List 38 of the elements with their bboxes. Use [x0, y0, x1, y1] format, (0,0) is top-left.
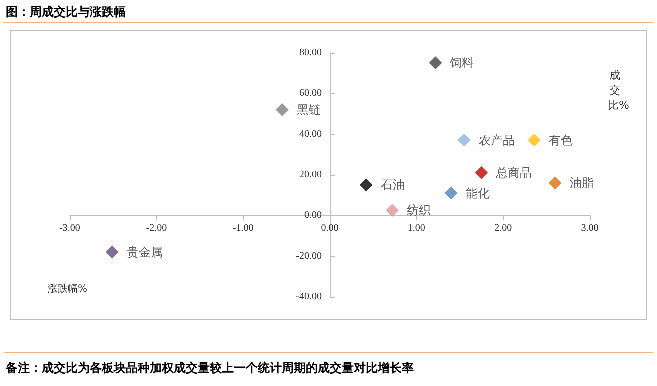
point [106, 246, 119, 259]
series-label: 能化 [466, 186, 490, 200]
point [276, 103, 289, 116]
y-tick-label: -20.00 [296, 250, 322, 262]
point [386, 204, 399, 218]
point [475, 166, 488, 180]
point [360, 178, 373, 192]
x-tick-label: 2.00 [494, 223, 512, 234]
x-tick-label: 3.00 [581, 223, 599, 234]
point [458, 134, 471, 147]
series-label: 石油 [380, 178, 405, 192]
series-label: 有色 [549, 133, 574, 148]
series-label: 黑链 [296, 102, 321, 117]
y-tick-label: 20.00 [300, 170, 322, 180]
point [444, 186, 458, 200]
point [429, 56, 442, 70]
x-tick-label: -1.00 [232, 223, 254, 234]
point [528, 134, 542, 147]
series-label: 贵金属 [126, 245, 163, 260]
x-tick-label: -2.00 [146, 223, 168, 234]
series-label: 油脂 [570, 176, 594, 190]
y-tick-label: 80.00 [300, 48, 322, 58]
text: 备注：成交比为各板块品种加权成交量较上一个统计周期的成交量对比增长率 [6, 360, 414, 377]
series-label: 总商品 [495, 166, 532, 180]
y-axis-title: 成交比% [608, 68, 630, 113]
x-tick-label: 0.00 [321, 223, 339, 234]
y-tick-label: -40.00 [296, 292, 322, 302]
x-axis-title: 涨跌幅% [48, 282, 88, 296]
point [548, 176, 562, 190]
series-label: 饲料 [449, 56, 474, 70]
chart-title: 图：周成交比与涨跌幅 [6, 4, 126, 21]
y-tick-label: 40.00 [300, 128, 322, 140]
x-tick-label: 1.00 [408, 223, 426, 234]
series-label: 农产品 [478, 133, 515, 148]
y-tick-label: 0.00 [304, 210, 322, 222]
x-tick-label: -3.00 [60, 223, 80, 234]
series-label: 纺织 [406, 204, 431, 218]
y-tick-label: 60.00 [300, 88, 322, 100]
